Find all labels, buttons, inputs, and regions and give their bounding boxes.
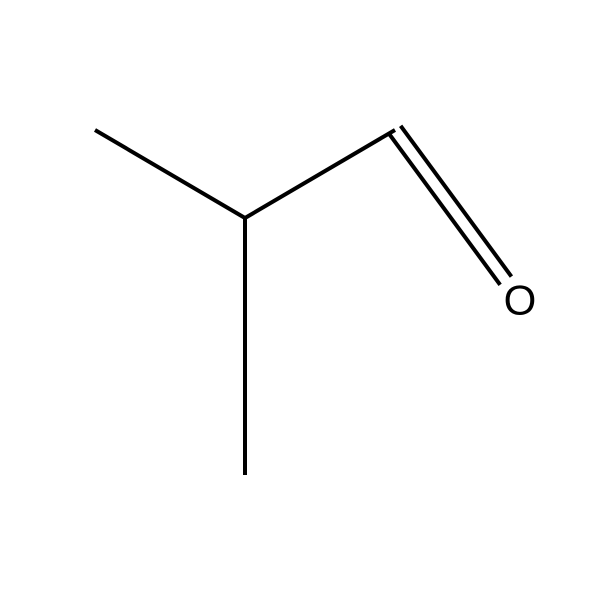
molecule-diagram: O [0, 0, 600, 600]
bond-c2-c3 [245, 130, 395, 218]
bond-c3-o-b [401, 126, 512, 277]
bond-c3-o-a [389, 134, 500, 285]
bond-c1-c2 [95, 130, 245, 218]
atom-label-o: O [504, 277, 537, 324]
